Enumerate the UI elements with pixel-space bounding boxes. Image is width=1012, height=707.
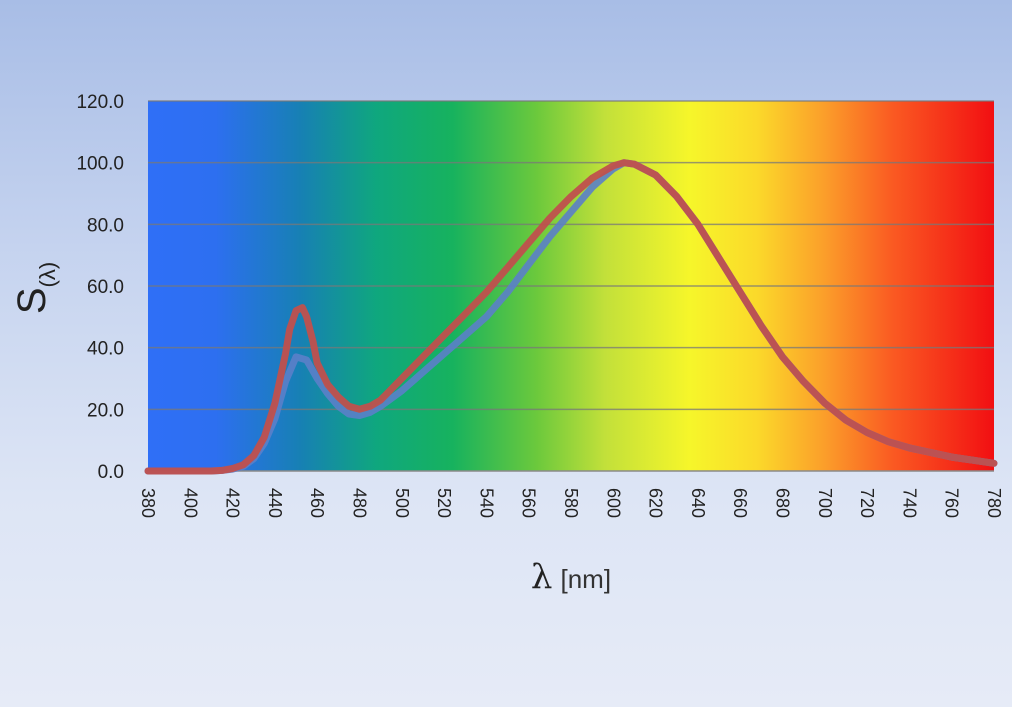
series-lines — [144, 159, 998, 475]
x-tick-label: 480 — [350, 488, 370, 518]
x-tick-label: 740 — [899, 488, 919, 518]
svg-text:S(λ): S(λ) — [10, 262, 60, 314]
x-axis-label: λ [nm] — [531, 557, 611, 597]
x-tick-label: 680 — [773, 488, 793, 518]
x-tick-label: 500 — [392, 488, 412, 518]
x-tick-label: 620 — [646, 488, 666, 518]
x-tick-label: 780 — [984, 488, 1004, 518]
x-tick-label: 560 — [519, 488, 539, 518]
x-tick-label: 700 — [815, 488, 835, 518]
y-axis-label: S(λ) — [10, 262, 60, 314]
y-tick-label: 80.0 — [87, 215, 124, 236]
y-tick-label: 0.0 — [98, 462, 124, 483]
x-tick-label: 600 — [603, 488, 623, 518]
y-tick-label: 120.0 — [76, 92, 124, 113]
x-tick-label: 540 — [476, 488, 496, 518]
x-tick-label: 520 — [434, 488, 454, 518]
x-tick-label: 400 — [180, 488, 200, 518]
x-tick-label: 720 — [857, 488, 877, 518]
y-tick-label: 20.0 — [87, 400, 124, 421]
x-tick-label: 580 — [561, 488, 581, 518]
x-tick-label: 760 — [942, 488, 962, 518]
x-axis-label-unit: [nm] — [560, 564, 611, 594]
y-tick-labels: 0.0 20.0 40.0 60.0 80.0 100.0 120.0 — [76, 92, 124, 483]
y-axis-label-sub: (λ) — [35, 262, 60, 288]
x-tick-label: 640 — [688, 488, 708, 518]
x-tick-label: 440 — [265, 488, 285, 518]
x-tick-label: 660 — [730, 488, 750, 518]
x-tick-label: 460 — [307, 488, 327, 518]
series-line-2 — [144, 159, 998, 475]
x-tick-label: 380 — [138, 488, 158, 518]
x-tick-label: 420 — [223, 488, 243, 518]
y-tick-label: 40.0 — [87, 339, 124, 360]
y-tick-label: 60.0 — [87, 277, 124, 298]
y-axis-label-main: S — [10, 287, 54, 314]
y-tick-label: 100.0 — [76, 154, 124, 175]
x-tick-labels: 380 400 420 440 460 480 500 520 540 560 580 600 620 6… — [138, 488, 1004, 518]
x-axis-label-symbol: λ — [531, 557, 553, 597]
